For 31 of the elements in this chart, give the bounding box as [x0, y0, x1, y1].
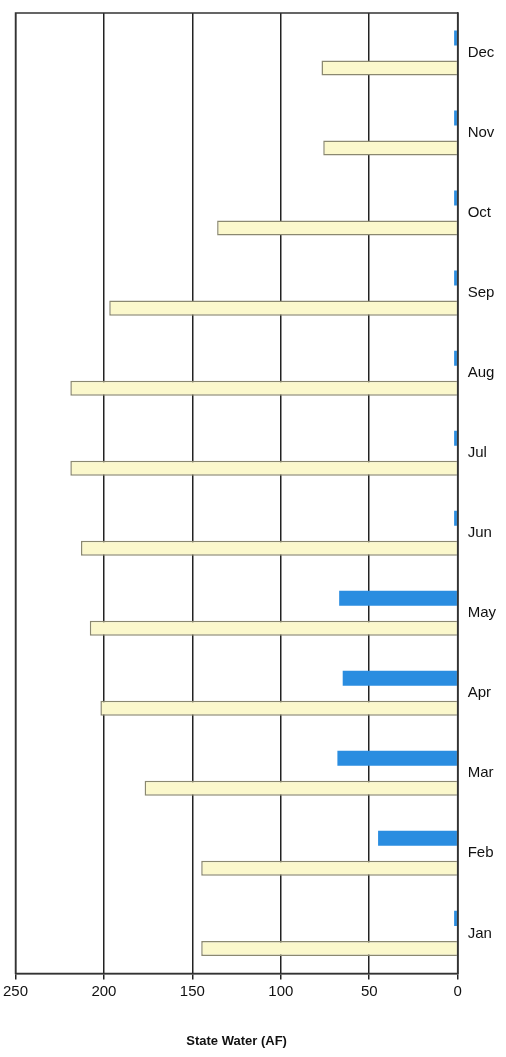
- bar: [454, 350, 457, 366]
- bar: [339, 590, 457, 606]
- y-tick-label: Jan: [467, 923, 492, 941]
- bar: [454, 430, 457, 446]
- bar: [454, 270, 457, 286]
- x-axis-title: State Water (AF): [186, 1032, 287, 1048]
- bar: [454, 110, 457, 126]
- x-tick-label: 150: [179, 981, 205, 999]
- x-tick-label: 100: [268, 981, 294, 999]
- bar: [454, 190, 457, 206]
- y-tick-label: Oct: [467, 203, 492, 221]
- y-tick-label: Mar: [467, 763, 494, 781]
- bar: [454, 510, 457, 526]
- y-tick-label: Jun: [467, 523, 492, 541]
- x-tick-label: 0: [453, 981, 462, 999]
- y-tick-label: May: [467, 603, 497, 621]
- y-tick-label: Aug: [467, 363, 495, 381]
- y-tick-label: Feb: [467, 843, 494, 861]
- y-tick-label: Nov: [467, 123, 495, 141]
- y-tick-label: Sep: [467, 283, 495, 301]
- y-tick-label: Apr: [467, 683, 492, 701]
- bar: [342, 670, 457, 686]
- x-tick-label: 250: [3, 981, 29, 999]
- bar: [454, 30, 457, 46]
- bar: [337, 750, 457, 766]
- y-tick-label: Dec: [467, 43, 495, 61]
- bar: [454, 910, 457, 926]
- bar: [378, 830, 457, 846]
- x-tick-label: 50: [360, 981, 378, 999]
- y-tick-label: Jul: [467, 443, 487, 461]
- x-tick-label: 200: [91, 981, 117, 999]
